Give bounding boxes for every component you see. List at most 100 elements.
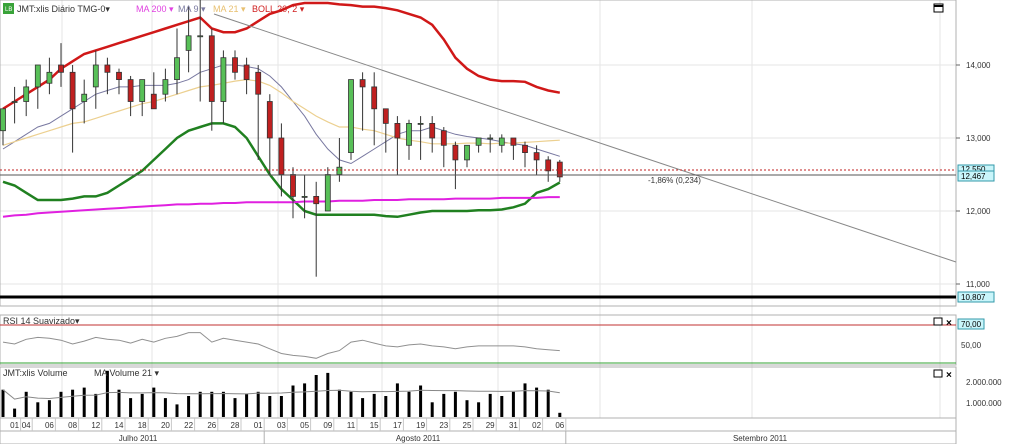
volume-bar [465,400,469,417]
candle [475,137,482,146]
candle [510,137,517,146]
candles [0,0,563,277]
day-tick: 23 [439,421,448,430]
candle [406,123,412,146]
main-panel-frame [0,0,957,307]
candle [417,123,424,125]
volume-bar [233,398,237,417]
volume-title[interactable]: JMT:xlis Volume [3,368,68,378]
candle [522,144,528,154]
price-tick: 13,000 [966,134,991,143]
candle [197,35,204,38]
volume-bar [558,412,562,417]
candle [382,108,389,124]
rsi-title[interactable]: RSI 14 Suavizado▾ [3,316,80,326]
rsi-maximize-icon[interactable] [933,317,943,326]
rsi-tick-70: 70,00 [961,320,982,329]
volume-maximize-icon[interactable] [933,369,943,378]
candle [452,144,459,161]
rsi-close-icon[interactable]: × [946,318,952,329]
candle [208,35,215,102]
rsi-line [2,332,560,359]
candle [127,79,134,102]
day-tick: 18 [138,421,147,430]
volume-bar [187,396,191,417]
candle [104,64,111,73]
volume-bar [1,389,5,417]
volume-bar [13,408,17,417]
volume-bar [546,389,550,417]
volume-bar [384,396,388,417]
candle [278,137,285,175]
ticker-label[interactable]: JMT:xlis Diário TMG-0▾ [17,4,110,14]
month-label: Setembro 2011 [733,434,788,443]
volume-bar [395,383,399,417]
volume-bar [94,393,98,417]
volume-bar [47,400,51,417]
legend-ma9[interactable]: MA 9 ▾ [178,4,206,14]
day-tick: 09 [323,421,332,430]
day-tick: 08 [68,421,77,430]
volume-tick-1m: 1.000.000 [966,399,1002,408]
legend-ma21[interactable]: MA 21 ▾ [213,4,246,14]
volume-bar [523,383,527,417]
candle [11,101,18,103]
candle [464,144,470,161]
price-badge-high: 12,550 [961,165,986,174]
price-badges: 12,550 12,467 10,807 [957,164,995,303]
candle [116,71,122,81]
volume-bar [82,387,86,417]
volume-bar [442,393,446,417]
candle [313,195,320,205]
volume-ma-label[interactable]: MA Volume 21 ▾ [94,368,160,378]
month-label: Agosto 2011 [396,434,441,443]
volume-bar [372,393,376,417]
price-badge-last: 12,467 [961,172,986,181]
candle [58,64,64,73]
rsi-panel-frame [0,314,957,366]
candle [0,108,6,132]
volume-bar [500,396,504,417]
day-tick: 20 [161,421,170,430]
day-tick: 01 [10,421,19,430]
candle [533,152,540,161]
day-tick: 06 [555,421,564,430]
day-tick: 04 [22,421,31,430]
svg-text:LB: LB [5,7,12,13]
volume-close-icon[interactable]: × [946,370,952,381]
main-header: LB JMT:xlis Diário TMG-0▾ MA 200 ▾ MA 9 … [3,3,944,14]
volume-bar [419,385,423,417]
legend-ma200[interactable]: MA 200 ▾ [136,4,174,14]
ticker-icon[interactable] [3,3,14,14]
volume-bar [129,398,133,417]
trendline[interactable] [213,13,957,263]
maximize-icon[interactable] [933,3,944,13]
rsi-tick-50: 50,00 [961,341,982,350]
candle [69,71,76,110]
day-tick: 01 [254,421,263,430]
candle [150,93,157,110]
volume-bar [511,391,515,417]
day-tick: 12 [91,421,100,430]
volume-bar [221,391,225,417]
volume-bar [24,391,28,417]
candle [545,159,552,172]
volume-bar [361,398,365,417]
day-tick: 29 [486,421,495,430]
candle [348,79,354,153]
volume-bar [36,402,40,417]
price-axis[interactable]: 14,000 13,000 12,000 11,000 [956,61,991,289]
volume-bar [535,387,539,417]
volume-bar [140,393,144,417]
candle [301,195,308,198]
legend-boll[interactable]: BOLL 20; 2 ▾ [252,4,305,14]
volume-bar [314,375,318,417]
series-line-3 [2,196,560,218]
volume-bar [279,396,283,417]
volume-bar [163,398,167,417]
candle [290,174,296,197]
candle [556,161,563,178]
candle [23,86,30,102]
volume-bar [268,396,272,417]
volume-bar [349,391,353,417]
